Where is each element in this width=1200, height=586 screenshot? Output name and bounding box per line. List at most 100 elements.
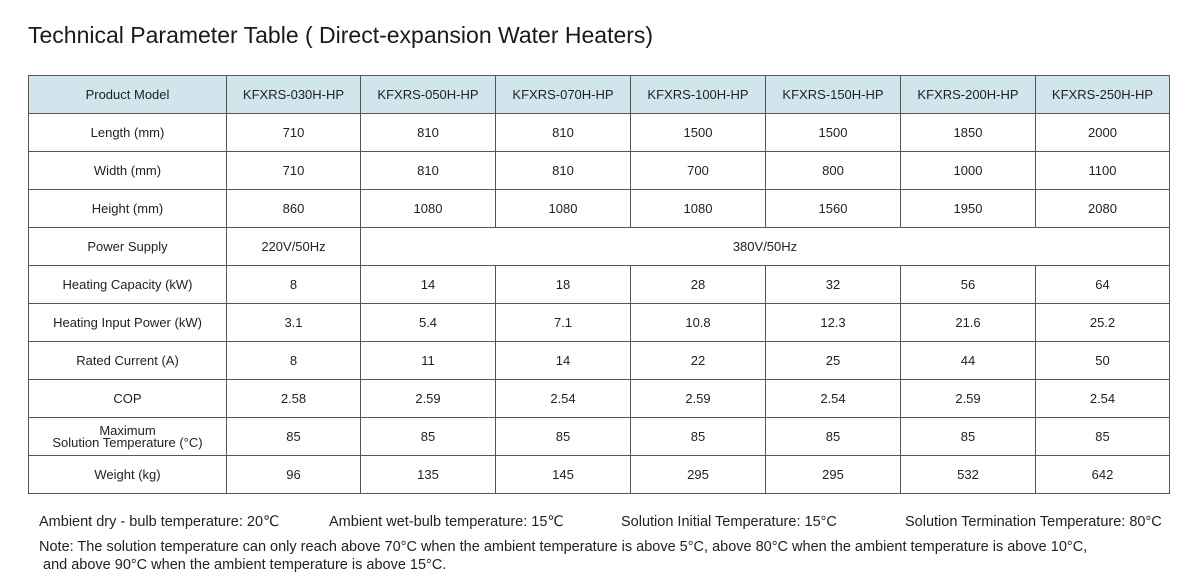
cell: 85 — [630, 417, 766, 456]
note: Note: The solution temperature can only … — [39, 538, 1087, 574]
cell: 8 — [226, 341, 361, 380]
table-row: Weight (kg) 96 135 145 295 295 532 642 — [28, 455, 1170, 494]
cell: 1080 — [360, 189, 496, 228]
cell: 1080 — [630, 189, 766, 228]
row-label: Length (mm) — [28, 113, 227, 152]
table-row: Power Supply 220V/50Hz 380V/50Hz — [28, 227, 1170, 266]
cell: 32 — [765, 265, 901, 304]
cell: 2.58 — [226, 379, 361, 418]
header-cell: KFXRS-200H-HP — [900, 75, 1036, 114]
table-row: Width (mm) 710 810 810 700 800 1000 1100 — [28, 151, 1170, 190]
cell: 710 — [226, 113, 361, 152]
cell: 2.54 — [1035, 379, 1170, 418]
cell: 25 — [765, 341, 901, 380]
title: Technical Parameter Table ( Direct-expan… — [28, 22, 654, 48]
condition: Ambient wet-bulb temperature: 15℃ — [329, 514, 564, 530]
table-row: Rated Current (A) 8 11 14 22 25 44 50 — [28, 341, 1170, 380]
cell: 85 — [226, 417, 361, 456]
header-cell: Product Model — [28, 75, 227, 114]
parameter-table: Product Model KFXRS-030H-HP KFXRS-050H-HP K… — [28, 75, 1170, 494]
header-cell: KFXRS-250H-HP — [1035, 75, 1170, 114]
cell: 85 — [900, 417, 1036, 456]
table-row: Length (mm) 710 810 810 1500 1500 1850 2000 — [28, 113, 1170, 152]
cell: 7.1 — [495, 303, 631, 342]
table-row: Heating Input Power (kW) 3.1 5.4 7.1 10.8 12.… — [28, 303, 1170, 342]
header-cell: KFXRS-030H-HP — [226, 75, 361, 114]
cell: 1500 — [765, 113, 901, 152]
cell: 3.1 — [226, 303, 361, 342]
cell: 2.54 — [765, 379, 901, 418]
table-row: Heating Capacity (kW) 8 14 18 28 32 56 64 — [28, 265, 1170, 304]
table-body: Product Model KFXRS-030H-HP KFXRS-050H-HP K… — [28, 75, 1170, 494]
cell: 10.8 — [630, 303, 766, 342]
cell: 14 — [360, 265, 496, 304]
cell: 810 — [495, 113, 631, 152]
cell: 800 — [765, 151, 901, 190]
cell: 64 — [1035, 265, 1170, 304]
cell: 1560 — [765, 189, 901, 228]
condition: Solution Termination Temperature: 80°C — [905, 514, 1162, 530]
row-label: Heating Capacity (kW) — [28, 265, 227, 304]
cell: 810 — [360, 113, 496, 152]
cell: 12.3 — [765, 303, 901, 342]
cell: 642 — [1035, 455, 1170, 494]
cell: 96 — [226, 455, 361, 494]
row-label: Weight (kg) — [28, 455, 227, 494]
cell: 44 — [900, 341, 1036, 380]
cell: 50 — [1035, 341, 1170, 380]
cell: 2.59 — [900, 379, 1036, 418]
cell: 860 — [226, 189, 361, 228]
cell: 145 — [495, 455, 631, 494]
cell: 25.2 — [1035, 303, 1170, 342]
header-cell: KFXRS-050H-HP — [360, 75, 496, 114]
header-row: Product Model KFXRS-030H-HP KFXRS-050H-HP K… — [28, 75, 1170, 114]
cell: 135 — [360, 455, 496, 494]
condition: Solution Initial Temperature: 15°C — [621, 514, 837, 530]
header-cell: KFXRS-070H-HP — [495, 75, 631, 114]
cell: 85 — [1035, 417, 1170, 456]
row-label: COP — [28, 379, 227, 418]
note-line: Note: The solution temperature can only … — [39, 539, 1088, 555]
cell: 380V/50Hz — [360, 227, 1170, 266]
cell: 220V/50Hz — [226, 227, 361, 266]
label-line: Maximum — [99, 422, 156, 438]
cell: 2080 — [1035, 189, 1170, 228]
row-label: Width (mm) — [28, 151, 227, 190]
cell: 22 — [630, 341, 766, 380]
cell: 2.59 — [630, 379, 766, 418]
note-line: and above 90°C when the ambient temperat… — [43, 557, 447, 573]
cell: 11 — [360, 341, 496, 380]
cell: 1500 — [630, 113, 766, 152]
cell: 56 — [900, 265, 1036, 304]
cell: 85 — [495, 417, 631, 456]
cell: 1080 — [495, 189, 631, 228]
row-label: Height (mm) — [28, 189, 227, 228]
cell: 1100 — [1035, 151, 1170, 190]
cell: 28 — [630, 265, 766, 304]
cell: 1950 — [900, 189, 1036, 228]
cell: 710 — [226, 151, 361, 190]
row-label: Power Supply — [28, 227, 227, 266]
table-row: Height (mm) 860 1080 1080 1080 1560 1950 2080 — [28, 189, 1170, 228]
cell: 2.59 — [360, 379, 496, 418]
cell: 2000 — [1035, 113, 1170, 152]
cell: 532 — [900, 455, 1036, 494]
label-line: Solution Temperature (°C) — [52, 434, 203, 450]
cell: 295 — [630, 455, 766, 494]
cell: 85 — [765, 417, 901, 456]
cell: 8 — [226, 265, 361, 304]
cell: 14 — [495, 341, 631, 380]
row-label: Maximum Solution Temperature (°C) — [28, 417, 227, 456]
header-cell: KFXRS-100H-HP — [630, 75, 766, 114]
table-row: COP 2.58 2.59 2.54 2.59 2.54 2.59 2.54 — [28, 379, 1170, 418]
cell: 1000 — [900, 151, 1036, 190]
header-cell: KFXRS-150H-HP — [765, 75, 901, 114]
table-row: Maximum Solution Temperature (°C) 85 85 85 85… — [28, 417, 1170, 456]
cell: 810 — [495, 151, 631, 190]
cell: 295 — [765, 455, 901, 494]
condition: Ambient dry - bulb temperature: 20℃ — [39, 514, 280, 530]
cell: 2.54 — [495, 379, 631, 418]
cell: 1850 — [900, 113, 1036, 152]
cell: 85 — [360, 417, 496, 456]
